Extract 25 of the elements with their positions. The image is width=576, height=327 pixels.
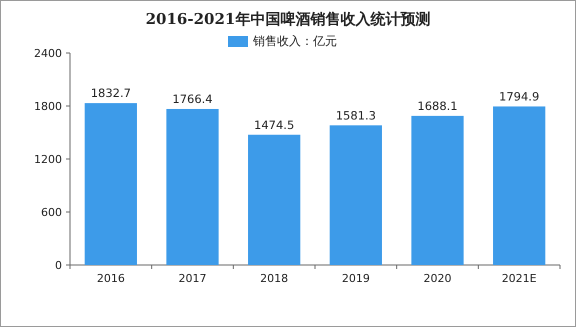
x-tick-label: 2018	[260, 272, 288, 285]
bar	[411, 116, 464, 265]
bar	[166, 108, 219, 265]
bar	[493, 106, 546, 265]
x-tick-label: 2021E	[502, 272, 537, 285]
y-tick-label: 1800	[34, 100, 62, 113]
bar	[330, 125, 382, 265]
x-tick-label: 2016	[96, 272, 125, 285]
x-tick-label: 2019	[342, 272, 370, 285]
bar	[248, 134, 300, 265]
data-label: 1688.1	[417, 98, 458, 113]
data-label: 1474.5	[254, 118, 294, 132]
data-label: 1794.9	[499, 89, 540, 104]
y-tick-label: 1200	[34, 153, 62, 166]
data-label: 1581.3	[336, 108, 376, 122]
data-label: 1766.4	[172, 92, 213, 106]
y-tick-label: 0	[55, 259, 62, 272]
chart-title: 2016-2021年中国啤酒销售收入统计预测	[146, 10, 430, 28]
y-tick-label: 600	[41, 206, 62, 219]
x-tick-label: 2020	[424, 272, 452, 285]
x-tick-label: 2017	[178, 272, 206, 285]
data-label: 1832.7	[90, 86, 131, 100]
bar	[84, 103, 137, 265]
legend-label: 销售收入：亿元	[252, 34, 337, 48]
y-tick-label: 2400	[34, 47, 62, 60]
